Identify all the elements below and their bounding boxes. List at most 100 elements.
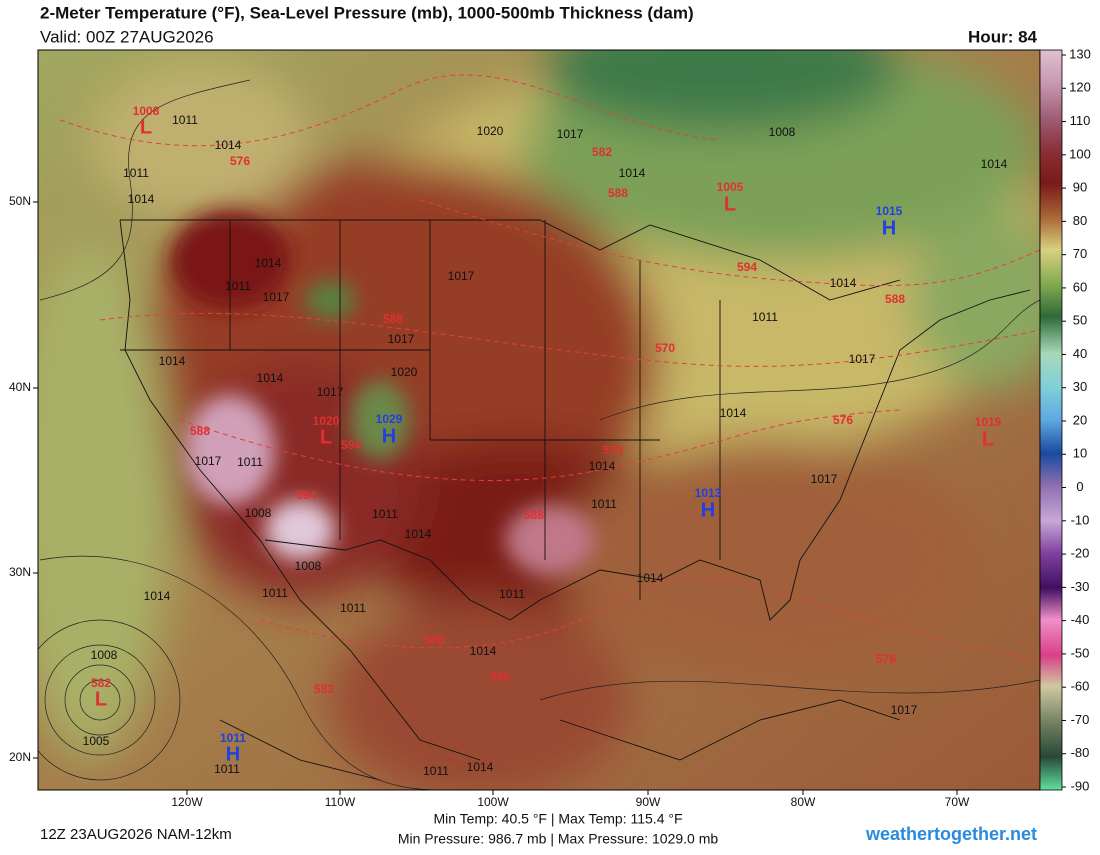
contour-label: 1014 [467, 760, 494, 774]
borders [119, 219, 1031, 781]
contour-label: 582 [91, 676, 111, 690]
contour-label: 1017 [849, 352, 876, 366]
contour-label: 1014 [619, 166, 646, 180]
colorbar-label: 100 [1069, 146, 1091, 161]
lat-label: 50N [9, 194, 31, 208]
contour-label: 1020 [477, 124, 504, 138]
contour-label: 1014 [470, 644, 497, 658]
colorbar-label: 70 [1073, 246, 1087, 261]
contour-label: 1020 [391, 365, 418, 379]
contour-label: 1011 [220, 731, 246, 745]
contour-label: 570 [655, 341, 675, 355]
forecast-hour: Hour: 84 [968, 27, 1038, 46]
contour-label: 594 [296, 488, 316, 502]
colorbar-label: 60 [1073, 279, 1087, 294]
colorbar-label: -80 [1071, 745, 1090, 760]
pressure-center: H [701, 499, 715, 521]
contour-label: 1014 [720, 406, 747, 420]
contour-label: 576 [876, 652, 896, 666]
contour-label: 594 [737, 260, 757, 274]
contour-label: 1014 [128, 192, 155, 206]
contour-label: 576 [603, 443, 623, 457]
colorbar-label: 110 [1070, 113, 1091, 128]
map-title: 2-Meter Temperature (°F), Sea-Level Pres… [40, 3, 694, 22]
contour-label: 1014 [144, 589, 171, 603]
contour-label: 576 [833, 413, 853, 427]
contour-label: 1014 [257, 371, 284, 385]
map-labels: 1008 L 1011 1014 576 1011 1014 1020 1017 582 1014 5… [83, 104, 1008, 778]
pressure-center: H [882, 217, 896, 239]
contour-label: 588 [608, 186, 628, 200]
contour-label: 1011 [752, 310, 778, 324]
lat-label: 20N [9, 750, 31, 764]
contour-label: 1011 [172, 113, 198, 127]
contour-label: 1008 [91, 648, 118, 662]
contour-label: 1014 [405, 527, 432, 541]
pressure-range: Min Pressure: 986.7 mb | Max Pressure: 1… [398, 831, 719, 847]
colorbar-label: 80 [1073, 213, 1087, 228]
contour-label: 1017 [263, 290, 290, 304]
temperature-range: Min Temp: 40.5 °F | Max Temp: 115.4 °F [433, 811, 682, 827]
pressure-center: L [320, 426, 332, 448]
colorbar-label: -40 [1071, 612, 1090, 627]
lat-label: 40N [9, 380, 31, 394]
lon-label: 120W [171, 795, 203, 809]
colorbar [1039, 49, 1063, 791]
contour-label: 1014 [981, 157, 1008, 171]
contour-label: 1014 [830, 276, 857, 290]
contour-label: 1029 [376, 412, 403, 426]
colorbar-label: 30 [1073, 379, 1087, 394]
colorbar-label: -50 [1071, 645, 1090, 660]
contour-label: 1017 [811, 472, 838, 486]
contour-label: 1014 [159, 354, 186, 368]
colorbar-label: -60 [1071, 679, 1090, 694]
pressure-center: H [382, 425, 396, 447]
contour-label: 1011 [225, 279, 251, 293]
contour-label: 1017 [195, 454, 222, 468]
contour-label: 1011 [591, 497, 617, 511]
colorbar-label: 20 [1073, 412, 1087, 427]
contour-label: 588 [524, 508, 544, 522]
colorbar-ticks: 1301201101009080706050403020100-10-20-30… [1062, 46, 1091, 793]
thickness-contours [59, 74, 1040, 661]
contour-label: 1011 [237, 455, 263, 469]
colorbar-label: 0 [1076, 479, 1083, 494]
contour-label: 588 [490, 670, 510, 684]
contour-label: 1017 [557, 127, 584, 141]
contour-label: 1013 [695, 486, 722, 500]
contour-label: 1014 [589, 459, 616, 473]
colorbar-label: 10 [1073, 446, 1087, 461]
lon-label: 90W [636, 795, 661, 809]
contour-label: 1011 [214, 762, 240, 776]
map-axes: 50N 40N 30N 20N 120W 110W 100W 90W 80W 70W [9, 194, 970, 809]
colorbar-label: -30 [1071, 579, 1090, 594]
isobars [38, 79, 1040, 790]
contour-label: 588 [424, 633, 444, 647]
contour-label: 582 [592, 145, 612, 159]
contour-label: 588 [383, 312, 403, 326]
contour-label: 1014 [255, 256, 282, 270]
colorbar-label: 120 [1069, 80, 1091, 95]
lon-label: 100W [477, 795, 509, 809]
contour-label: 588 [885, 292, 905, 306]
contour-label: 1008 [133, 104, 160, 118]
contour-label: 1017 [891, 703, 918, 717]
lon-label: 70W [945, 795, 970, 809]
contour-label: 1008 [245, 506, 272, 520]
pressure-center: L [95, 688, 107, 710]
contour-label: 594 [341, 438, 361, 452]
pressure-center: L [724, 193, 736, 215]
contour-label: 588 [190, 424, 210, 438]
contour-label: 1017 [388, 332, 415, 346]
lon-label: 80W [791, 795, 816, 809]
contour-label: 1005 [717, 180, 744, 194]
map-field: 1008 L 1011 1014 576 1011 1014 1020 1017 582 1014 5… [38, 50, 1040, 790]
contour-label: 1011 [340, 601, 366, 615]
contour-label: 1017 [317, 385, 344, 399]
contour-label: 576 [230, 154, 250, 168]
contour-label: 1017 [448, 269, 475, 283]
colorbar-label: -70 [1071, 712, 1090, 727]
hot-spots [170, 210, 595, 575]
